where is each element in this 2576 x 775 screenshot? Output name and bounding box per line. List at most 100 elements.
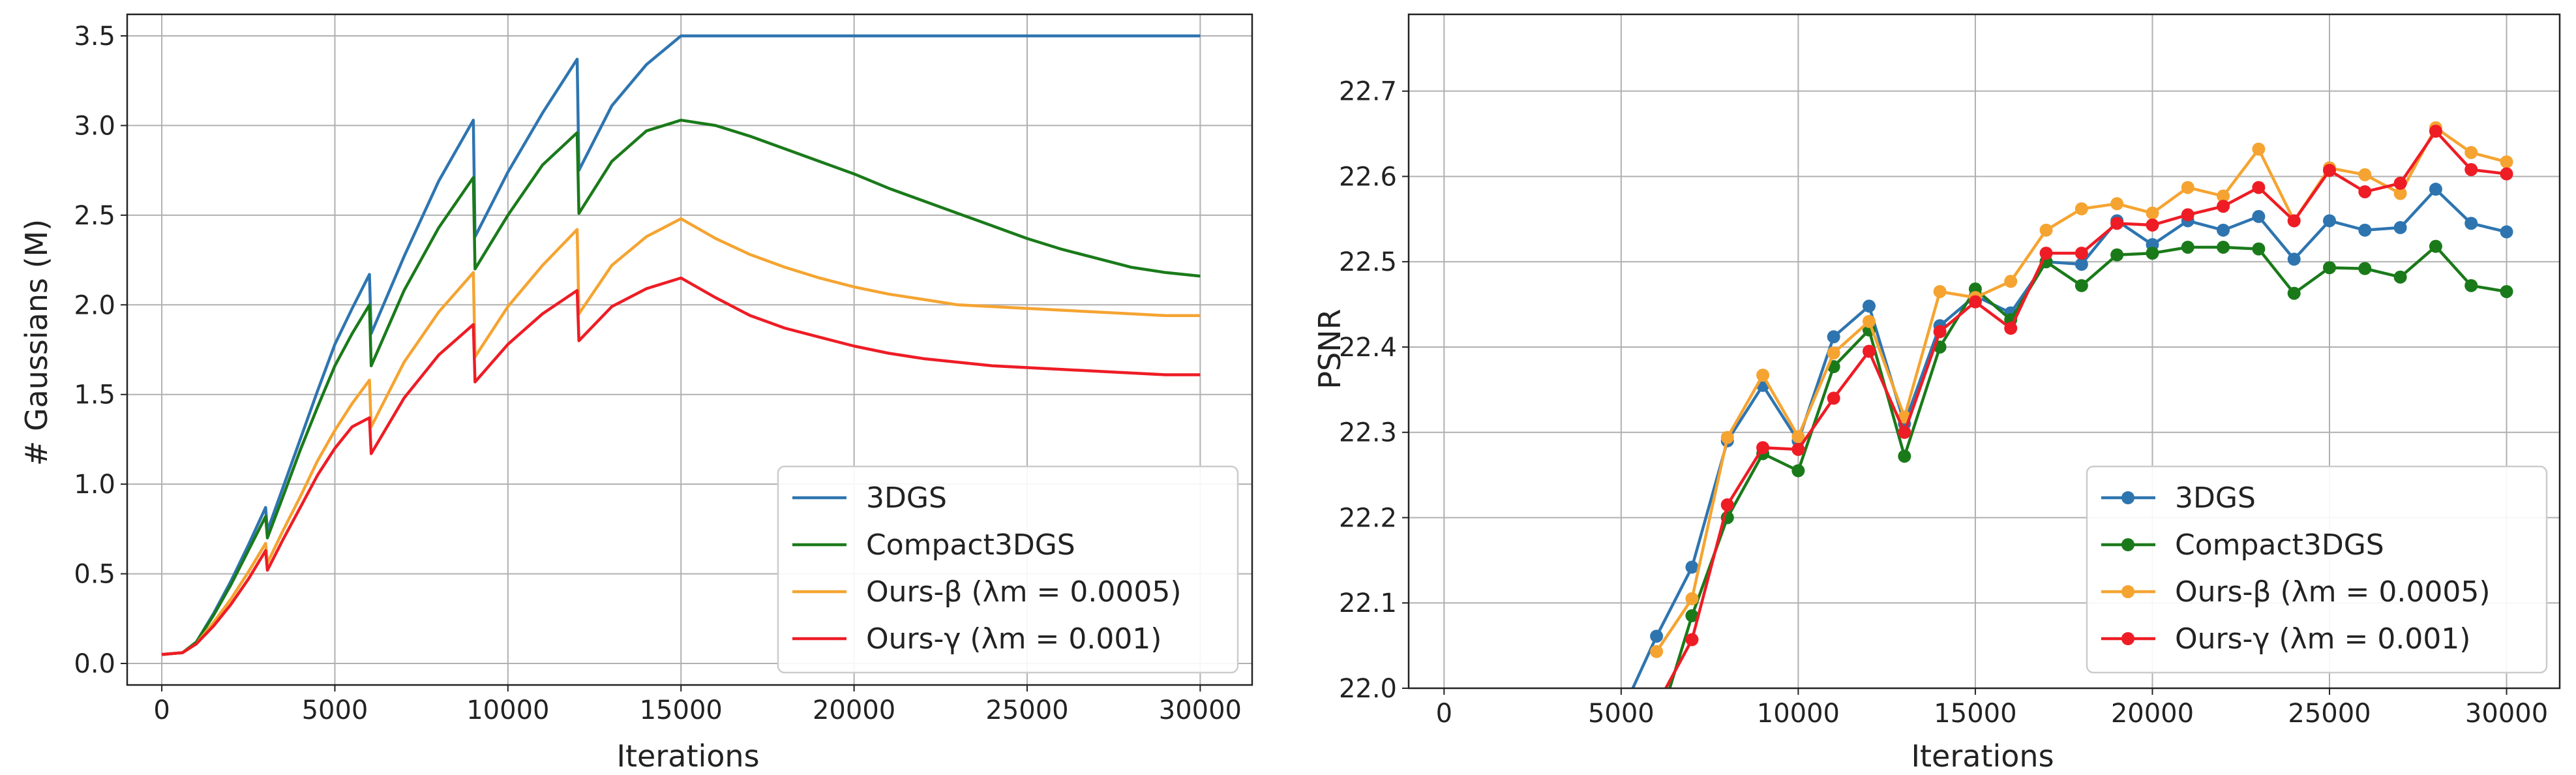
data-point bbox=[2429, 183, 2442, 196]
data-point bbox=[2217, 223, 2230, 237]
data-point bbox=[2004, 275, 2018, 288]
data-point bbox=[2181, 181, 2194, 194]
gaussians-chart: 0 5000 10000 15000 20000 25000 30000 0.0 0.5 1.0 1… bbox=[19, 13, 1253, 774]
gaussians-tick-labels: 0 5000 10000 15000 20000 25000 30000 0.0 0.5 1.0 1… bbox=[74, 22, 1242, 725]
data-point bbox=[2004, 322, 2018, 335]
data-point bbox=[2429, 125, 2442, 138]
legend-marker bbox=[2121, 538, 2134, 551]
x-tick-label: 5000 bbox=[302, 695, 368, 725]
data-point bbox=[1863, 299, 1876, 313]
data-point bbox=[2074, 247, 2088, 260]
data-point bbox=[2287, 252, 2301, 266]
data-point bbox=[2358, 223, 2372, 237]
data-point bbox=[1720, 498, 1734, 511]
data-point bbox=[2146, 206, 2159, 220]
data-point bbox=[1685, 633, 1699, 646]
data-point bbox=[1650, 645, 1664, 658]
legend-box bbox=[2086, 465, 2548, 674]
data-point bbox=[2464, 279, 2478, 292]
y-tick-label: 22.1 bbox=[1339, 588, 1397, 618]
data-point bbox=[2358, 168, 2372, 181]
data-point bbox=[2252, 242, 2266, 256]
data-point bbox=[2464, 162, 2478, 176]
data-point bbox=[2252, 209, 2266, 223]
data-point bbox=[2464, 145, 2478, 159]
y-tick-label: 2.5 bbox=[74, 201, 115, 231]
y-tick-label: 22.5 bbox=[1339, 247, 1397, 277]
data-point bbox=[2323, 214, 2336, 228]
data-point bbox=[2217, 200, 2230, 213]
x-tick-label: 0 bbox=[153, 695, 170, 725]
psnr-x-axis-label: Iterations bbox=[1911, 738, 2054, 774]
x-tick-label: 10000 bbox=[466, 695, 549, 725]
data-point bbox=[1685, 592, 1699, 605]
data-point bbox=[2500, 167, 2513, 181]
data-point bbox=[2500, 225, 2513, 239]
series-line bbox=[161, 118, 1201, 656]
data-point bbox=[2074, 202, 2088, 216]
y-tick-label: 3.0 bbox=[74, 111, 115, 141]
data-point bbox=[2323, 261, 2336, 275]
legend-label: Compact3DGS bbox=[866, 528, 1075, 562]
data-point bbox=[2181, 240, 2194, 254]
data-point bbox=[2252, 181, 2266, 194]
psnr-chart: 0 5000 10000 15000 20000 25000 30000 22.0 22.1 22… bbox=[1312, 13, 2561, 774]
data-point bbox=[1791, 464, 1805, 478]
legend-label: Ours-γ (λm = 0.001) bbox=[866, 622, 1161, 656]
data-point bbox=[1650, 630, 1664, 643]
y-tick-label: 1.5 bbox=[74, 380, 115, 410]
psnr-tick-labels: 0 5000 10000 15000 20000 25000 30000 22.0 22.1 22… bbox=[1339, 77, 2548, 729]
x-tick-label: 25000 bbox=[985, 695, 1068, 725]
x-tick-label: 20000 bbox=[2111, 699, 2194, 729]
y-tick-label: 22.4 bbox=[1339, 333, 1397, 363]
data-point bbox=[1968, 295, 1982, 309]
data-point bbox=[2146, 247, 2159, 260]
data-point bbox=[2110, 217, 2124, 230]
legend-marker bbox=[2121, 632, 2134, 645]
data-point bbox=[2110, 248, 2124, 262]
data-point bbox=[2146, 218, 2159, 232]
gaussians-y-axis-label: # Gaussians (M) bbox=[19, 219, 54, 466]
data-point bbox=[1827, 346, 1840, 360]
y-tick-label: 0.5 bbox=[74, 560, 115, 590]
data-point bbox=[2252, 142, 2266, 156]
psnr-series bbox=[1631, 121, 2513, 688]
data-point bbox=[2464, 217, 2478, 230]
legend-marker bbox=[2121, 491, 2134, 504]
data-point bbox=[1791, 430, 1805, 444]
y-tick-label: 22.7 bbox=[1339, 77, 1397, 107]
data-point bbox=[2217, 240, 2230, 254]
y-tick-label: 0.0 bbox=[74, 649, 115, 679]
data-point bbox=[2500, 284, 2513, 298]
data-point bbox=[2287, 286, 2301, 300]
gaussians-series bbox=[161, 34, 1201, 656]
data-point bbox=[1898, 449, 1911, 463]
plot-frame bbox=[1407, 13, 2561, 690]
x-tick-label: 15000 bbox=[1934, 699, 2016, 729]
data-point bbox=[2358, 262, 2372, 275]
data-point bbox=[2074, 258, 2088, 271]
legend-label: Compact3DGS bbox=[2175, 528, 2384, 562]
data-point bbox=[1756, 369, 1770, 382]
plot-frame bbox=[126, 13, 1253, 686]
data-point bbox=[1827, 391, 1840, 405]
psnr-y-axis-label: PSNR bbox=[1312, 309, 1347, 389]
legend-label: Ours-β (λm = 0.0005) bbox=[2175, 575, 2491, 609]
data-point bbox=[2287, 214, 2301, 228]
legend-box bbox=[777, 465, 1239, 674]
series-line bbox=[161, 276, 1201, 656]
data-point bbox=[1933, 325, 1947, 339]
x-tick-label: 0 bbox=[1436, 699, 1452, 729]
data-point bbox=[2323, 164, 2336, 177]
data-point bbox=[2500, 155, 2513, 169]
psnr-axes-frame bbox=[1402, 13, 2561, 695]
data-point bbox=[2358, 185, 2372, 198]
gaussians-legend: 3DGS Compact3DGS Ours-β (λm = 0.0005) Ours-… bbox=[777, 465, 1239, 674]
data-point bbox=[1720, 431, 1734, 444]
data-point bbox=[1863, 314, 1876, 328]
data-point bbox=[2039, 247, 2053, 260]
legend-label: Ours-γ (λm = 0.001) bbox=[2175, 622, 2470, 656]
psnr-legend: 3DGS Compact3DGS Ours-β (λm = 0.0005) Ours-… bbox=[2086, 465, 2548, 674]
y-tick-label: 1.0 bbox=[74, 470, 115, 500]
